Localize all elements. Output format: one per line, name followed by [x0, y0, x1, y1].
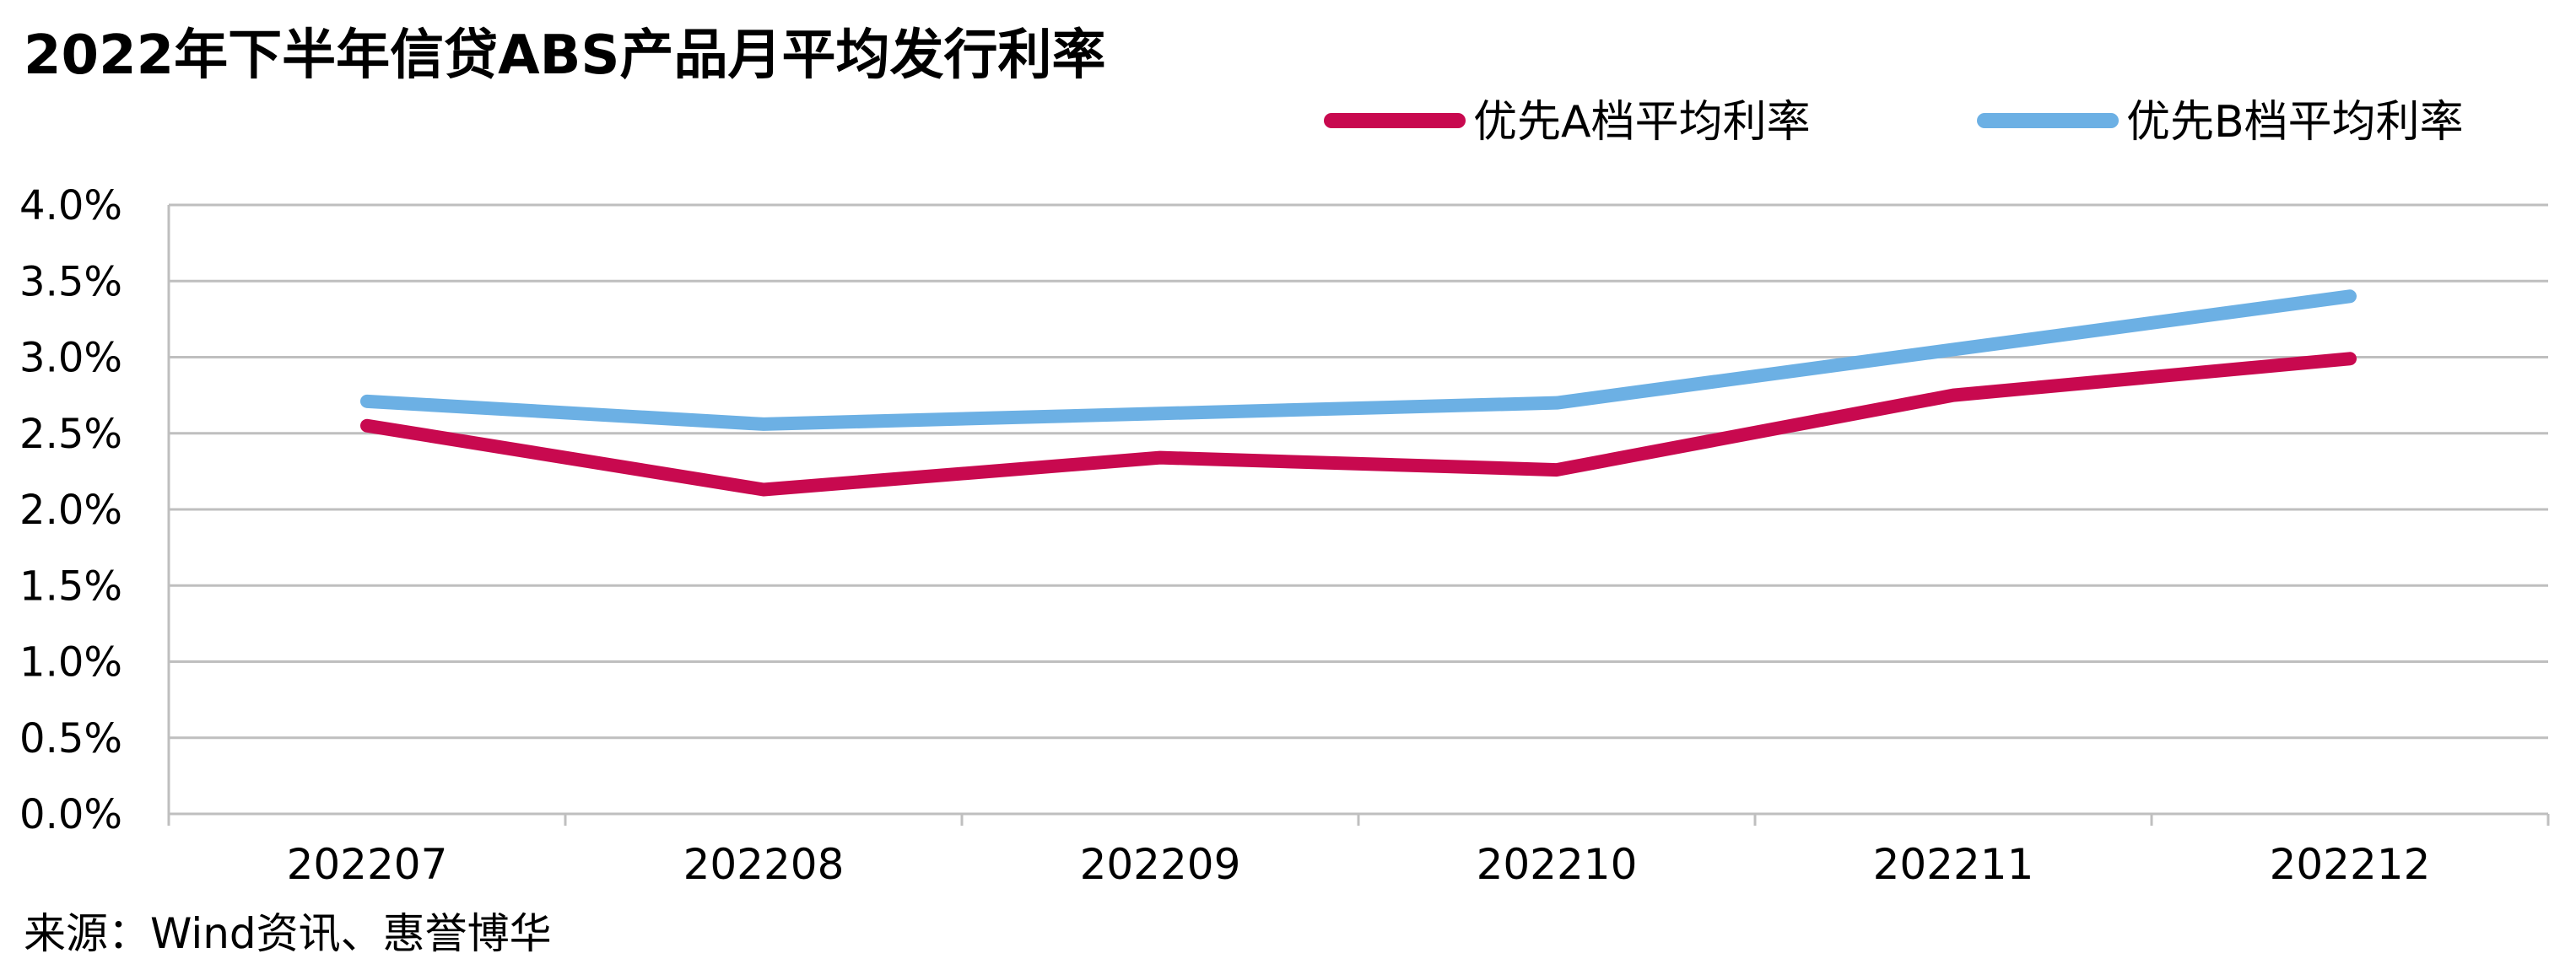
- y-tick-label: 3.5%: [19, 258, 122, 305]
- x-tick-label: 202212: [2270, 840, 2431, 889]
- x-tick-label: 202208: [683, 840, 845, 889]
- legend-label: 优先B档平均利率: [2126, 97, 2464, 148]
- y-tick-label: 2.5%: [19, 411, 122, 458]
- y-tick-label: 2.0%: [19, 487, 122, 534]
- x-axis-tick-labels: 202207 202208 202209 202210 202211 202212: [287, 840, 2431, 889]
- legend-label: 优先A档平均利率: [1473, 97, 1811, 148]
- legend: 优先A档平均利率 优先B档平均利率: [1324, 97, 2464, 148]
- series-line-1: [360, 352, 2357, 497]
- x-tick-label: 202211: [1873, 840, 2034, 889]
- y-tick-label: 0.0%: [19, 791, 122, 838]
- gridlines: [167, 203, 2550, 826]
- source-note: 来源：Wind资讯、惠誉博华: [24, 909, 552, 958]
- y-tick-label: 0.5%: [19, 715, 122, 762]
- x-tick-label: 202209: [1080, 840, 1241, 889]
- y-tick-label: 4.0%: [19, 182, 122, 229]
- y-tick-label: 3.0%: [19, 335, 122, 382]
- chart-title: 2022年下半年信贷ABS产品月平均发行利率: [24, 24, 1106, 87]
- x-tick-label: 202207: [287, 840, 448, 889]
- x-tick-label: 202210: [1477, 840, 1638, 889]
- y-tick-label: 1.0%: [19, 639, 122, 687]
- y-tick-label: 1.5%: [19, 563, 122, 610]
- series-line-2: [360, 289, 2357, 431]
- series-lines: [360, 289, 2357, 497]
- y-axis-tick-labels: 0.0% 0.5% 1.0% 1.5% 2.0% 2.5% 3.0% 3.5% 4.0%: [19, 182, 122, 838]
